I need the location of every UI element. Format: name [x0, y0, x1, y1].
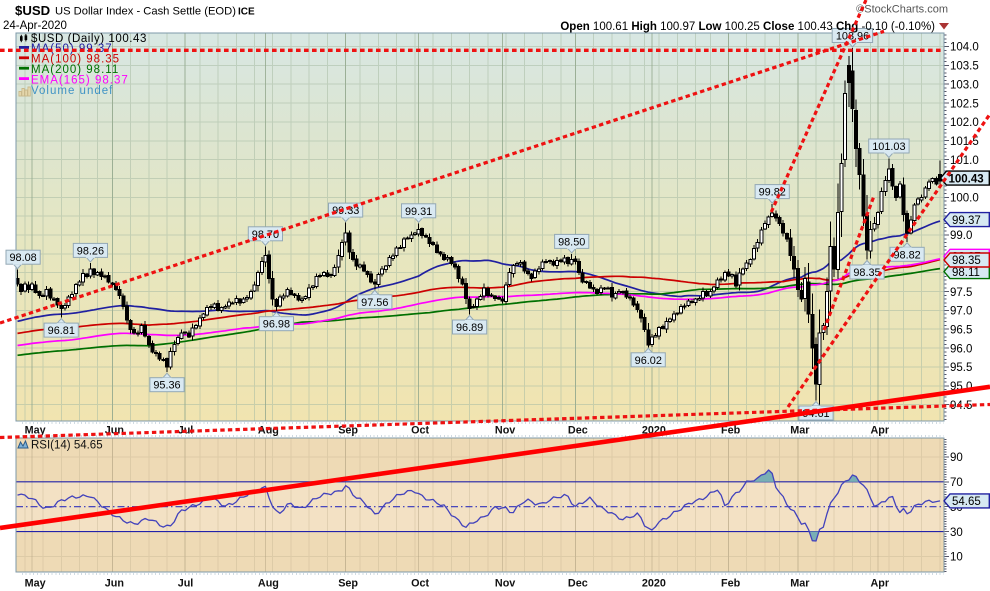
- svg-text:Dec: Dec: [568, 578, 588, 590]
- svg-text:101.5: 101.5: [950, 136, 979, 148]
- svg-text:103.5: 103.5: [950, 61, 979, 73]
- svg-text:101.03: 101.03: [872, 141, 905, 153]
- svg-text:Oct: Oct: [411, 425, 429, 437]
- svg-text:ICE: ICE: [238, 7, 255, 18]
- svg-text:98.50: 98.50: [558, 236, 585, 248]
- svg-text:Apr: Apr: [871, 578, 890, 590]
- svg-text:Aug: Aug: [258, 578, 279, 590]
- svg-text:Volume undef: Volume undef: [31, 85, 113, 97]
- svg-text:98.70: 98.70: [252, 229, 279, 241]
- svg-text:Feb: Feb: [721, 578, 741, 590]
- svg-text:102.5: 102.5: [950, 98, 979, 110]
- svg-text:Nov: Nov: [495, 578, 515, 590]
- svg-text:99.33: 99.33: [332, 205, 359, 217]
- svg-text:95.5: 95.5: [950, 362, 972, 374]
- svg-text:Open 100.61 High 100.97 Low 10: Open 100.61 High 100.97 Low 100.25 Close…: [560, 21, 935, 33]
- svg-text:97.56: 97.56: [361, 297, 388, 309]
- svg-text:100.0: 100.0: [950, 193, 979, 205]
- svg-text:54.65: 54.65: [952, 496, 981, 508]
- svg-text:Oct: Oct: [411, 578, 429, 590]
- svg-text:99.37: 99.37: [952, 215, 981, 227]
- svg-text:96.98: 96.98: [263, 319, 290, 331]
- svg-text:MA(100) 98.35: MA(100) 98.35: [31, 54, 120, 66]
- svg-text:24-Apr-2020: 24-Apr-2020: [3, 20, 67, 32]
- svg-text:70: 70: [950, 477, 963, 489]
- svg-text:98.35: 98.35: [853, 267, 880, 279]
- svg-text:Jun: Jun: [105, 578, 124, 590]
- svg-text:100.43: 100.43: [949, 173, 984, 185]
- svg-text:Aug: Aug: [258, 425, 279, 437]
- svg-text:©StockCharts.com: ©StockCharts.com: [856, 4, 948, 16]
- svg-text:10: 10: [950, 552, 963, 564]
- svg-text:101.0: 101.0: [950, 155, 979, 167]
- svg-text:98.26: 98.26: [77, 245, 104, 257]
- svg-text:98.82: 98.82: [893, 249, 920, 261]
- svg-text:$USD: $USD: [15, 3, 50, 18]
- svg-text:30: 30: [950, 527, 963, 539]
- svg-text:Sep: Sep: [338, 578, 358, 590]
- svg-text:2020: 2020: [642, 578, 666, 590]
- svg-text:Sep: Sep: [338, 425, 358, 437]
- svg-text:Mar: Mar: [790, 578, 810, 590]
- svg-text:97.5: 97.5: [950, 287, 972, 299]
- svg-text:96.02: 96.02: [635, 355, 662, 367]
- svg-text:96.81: 96.81: [48, 325, 75, 337]
- svg-text:98.08: 98.08: [9, 252, 36, 264]
- svg-text:103.0: 103.0: [950, 79, 979, 91]
- svg-text:96.89: 96.89: [456, 322, 483, 334]
- svg-text:Mar: Mar: [790, 425, 810, 437]
- svg-text:99.31: 99.31: [405, 206, 432, 218]
- svg-text:97.0: 97.0: [950, 306, 972, 318]
- svg-text:Nov: Nov: [495, 425, 515, 437]
- svg-text:95.36: 95.36: [153, 380, 180, 392]
- svg-text:May: May: [25, 578, 46, 590]
- svg-text:May: May: [25, 425, 46, 437]
- svg-text:MA(50) 99.37: MA(50) 99.37: [31, 43, 113, 55]
- svg-text:99.0: 99.0: [950, 230, 972, 242]
- svg-text:$USD (Daily) 100.43: $USD (Daily) 100.43: [31, 33, 147, 45]
- svg-text:Feb: Feb: [721, 425, 741, 437]
- svg-text:96.5: 96.5: [950, 324, 972, 336]
- svg-text:Dec: Dec: [568, 425, 588, 437]
- svg-text:MA(200) 98.11: MA(200) 98.11: [31, 64, 119, 76]
- svg-text:EMA(165) 98.37: EMA(165) 98.37: [31, 74, 129, 86]
- svg-text:90: 90: [950, 452, 963, 464]
- svg-text:Apr: Apr: [871, 425, 890, 437]
- svg-text:Jul: Jul: [178, 578, 194, 590]
- svg-text:RSI(14) 54.65: RSI(14) 54.65: [31, 440, 103, 452]
- svg-text:96.0: 96.0: [950, 343, 972, 355]
- svg-text:98.11: 98.11: [952, 267, 980, 279]
- svg-text:104.0: 104.0: [950, 42, 979, 54]
- svg-text:98.35: 98.35: [952, 255, 981, 267]
- svg-text:US Dollar Index - Cash Settle: US Dollar Index - Cash Settle (EOD): [55, 6, 236, 18]
- svg-text:102.0: 102.0: [950, 117, 979, 129]
